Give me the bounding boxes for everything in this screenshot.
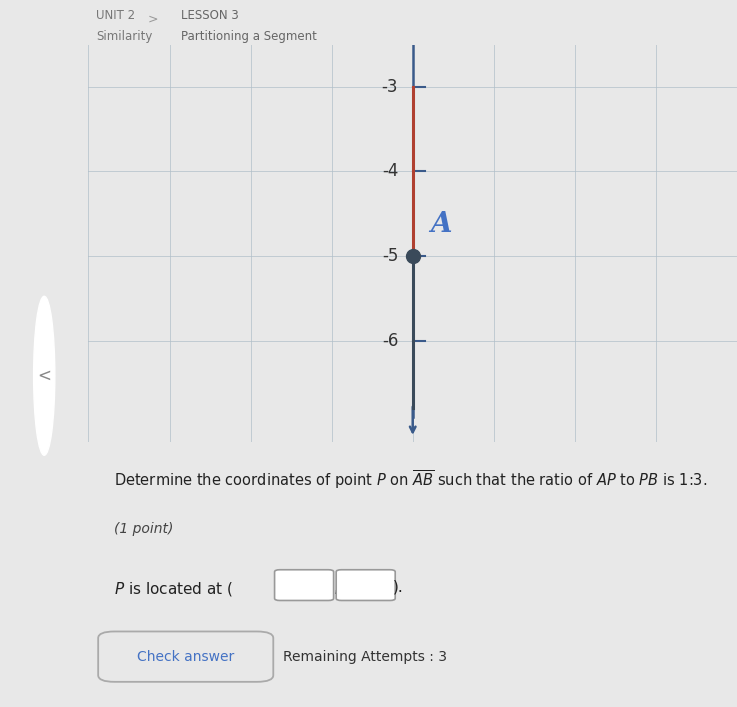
Text: ,: , bbox=[334, 580, 338, 595]
Text: Determine the coordinates of point $P$ on $\overline{AB}$ such that the ratio of: Determine the coordinates of point $P$ o… bbox=[114, 469, 708, 491]
Text: >: > bbox=[147, 13, 158, 26]
Text: A: A bbox=[430, 211, 452, 238]
Text: Check answer: Check answer bbox=[137, 650, 234, 664]
Text: -6: -6 bbox=[382, 332, 398, 349]
FancyBboxPatch shape bbox=[98, 631, 273, 682]
Text: Partitioning a Segment: Partitioning a Segment bbox=[181, 30, 316, 43]
Text: -5: -5 bbox=[382, 247, 398, 265]
Text: UNIT 2: UNIT 2 bbox=[96, 8, 135, 21]
FancyBboxPatch shape bbox=[336, 570, 395, 600]
Text: LESSON 3: LESSON 3 bbox=[181, 8, 238, 21]
Text: ).: ). bbox=[394, 580, 404, 595]
FancyBboxPatch shape bbox=[275, 570, 334, 600]
Text: Similarity: Similarity bbox=[96, 30, 152, 43]
Text: -3: -3 bbox=[382, 78, 398, 96]
Text: -4: -4 bbox=[382, 163, 398, 180]
Text: <: < bbox=[38, 367, 51, 385]
Text: Remaining Attempts : 3: Remaining Attempts : 3 bbox=[283, 650, 447, 664]
Text: (1 point): (1 point) bbox=[114, 522, 174, 535]
Text: $P$ is located at (: $P$ is located at ( bbox=[114, 580, 234, 598]
Circle shape bbox=[34, 296, 55, 455]
